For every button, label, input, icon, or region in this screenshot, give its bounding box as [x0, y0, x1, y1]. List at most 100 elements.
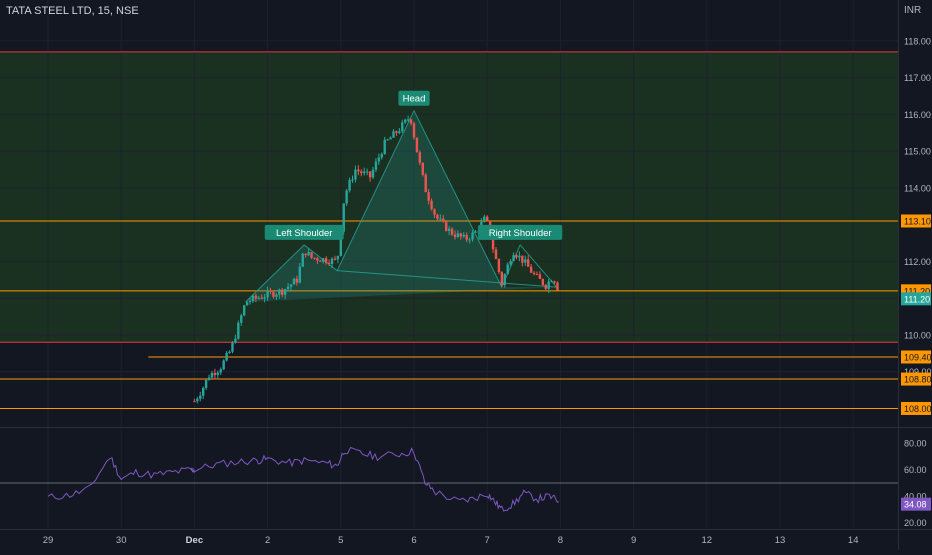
candle-body — [395, 131, 398, 133]
level-tag — [901, 372, 931, 386]
labels-layer: Left Shoulder Head Right Shoulder 113.10 111… — [264, 90, 932, 511]
candle-body — [474, 231, 477, 233]
rsi-tick-label: 80.00 — [904, 439, 927, 449]
price-tick-label: 109.00 — [904, 367, 932, 377]
candle-body — [336, 255, 340, 260]
candle-body — [465, 234, 468, 240]
candle-body — [307, 252, 310, 256]
candle-body — [199, 395, 202, 399]
time-tick-label: 30 — [116, 535, 127, 546]
price-tick-label: 118.00 — [904, 36, 931, 46]
annotation-label: Head — [403, 94, 426, 105]
candle-body — [512, 255, 515, 262]
candle-body — [357, 169, 360, 172]
candle-body — [225, 353, 228, 361]
time-tick-label: 29 — [43, 535, 54, 546]
level-tag — [901, 214, 931, 228]
candle-body — [316, 258, 319, 261]
candle-body — [412, 123, 416, 138]
candle-body — [430, 200, 433, 210]
candle-body — [409, 119, 413, 124]
time-tick-label: 5 — [338, 535, 343, 546]
price-tick-label: 117.00 — [904, 73, 931, 83]
grid-layer — [0, 0, 898, 528]
rsi-tick-label: 20.00 — [904, 518, 927, 528]
annotation-label: Right Shoulder — [489, 228, 552, 239]
candle-body — [240, 315, 243, 323]
level-tag-label: 111.20 — [904, 286, 930, 296]
candle-body — [330, 258, 334, 265]
candle-body — [447, 228, 451, 231]
candle-body — [406, 119, 410, 121]
candle-body — [386, 139, 389, 141]
candle-body — [544, 284, 547, 289]
candle-body — [263, 297, 266, 299]
candle-body — [486, 216, 489, 221]
candle-body — [515, 255, 518, 258]
time-tick-label: 7 — [485, 535, 490, 546]
candle-body — [231, 342, 234, 352]
annotation-box — [398, 90, 430, 106]
candle-body — [462, 234, 465, 237]
pattern-outline — [245, 244, 305, 303]
candle-body — [278, 289, 281, 295]
candle-body — [234, 338, 237, 343]
candle-body — [275, 294, 278, 297]
candle-body — [468, 239, 471, 241]
price-zone — [0, 51, 898, 343]
candle-body — [286, 286, 290, 290]
candle-body — [210, 372, 214, 378]
time-tick-label: 14 — [848, 535, 859, 546]
price-tick-label: 114.00 — [904, 183, 931, 193]
rsi-tick-label: 60.00 — [904, 465, 927, 475]
candle-body — [216, 372, 220, 376]
level-tag-label: 108.00 — [904, 404, 932, 414]
candle-body — [283, 289, 287, 295]
candle-body — [228, 351, 231, 354]
candle-body — [556, 282, 559, 291]
levels-layer — [0, 51, 898, 409]
candle-body — [553, 281, 556, 283]
candle-body — [310, 252, 313, 258]
level-tag — [901, 401, 931, 415]
candle-body — [526, 259, 530, 267]
candle-body — [535, 274, 539, 276]
current-price-tag — [901, 292, 931, 306]
candle-body — [237, 322, 240, 339]
candle-body — [491, 238, 495, 250]
candle-body — [365, 171, 369, 173]
candle-body — [251, 295, 255, 302]
candle-body — [368, 171, 372, 178]
candle-body — [292, 278, 296, 285]
price-tick-label: 110.00 — [904, 330, 931, 340]
candle-body — [319, 260, 322, 262]
candle-body — [260, 297, 263, 299]
candle-body — [500, 272, 504, 286]
currency-label: INR — [904, 5, 922, 16]
price-tick-label: 112.00 — [904, 257, 931, 267]
candle-body — [324, 258, 328, 263]
candle-body — [404, 119, 407, 123]
candle-body — [436, 214, 439, 219]
candle-body — [201, 387, 205, 396]
candle-body — [418, 152, 422, 163]
candle-body — [518, 255, 521, 258]
candle-body — [459, 233, 463, 237]
candle-body — [380, 154, 383, 158]
rsi-line — [47, 446, 560, 512]
candle-body — [301, 253, 304, 267]
candle-body — [371, 169, 375, 178]
candle-body — [322, 258, 325, 262]
pattern-fill — [245, 110, 557, 302]
candle-body — [281, 289, 284, 295]
annotation-box — [264, 224, 344, 240]
candle-body — [374, 161, 378, 170]
candle-body — [439, 218, 442, 220]
candle-body — [398, 131, 401, 133]
candle-body — [257, 297, 261, 299]
candle-body — [383, 139, 386, 155]
candle-body — [529, 266, 533, 273]
